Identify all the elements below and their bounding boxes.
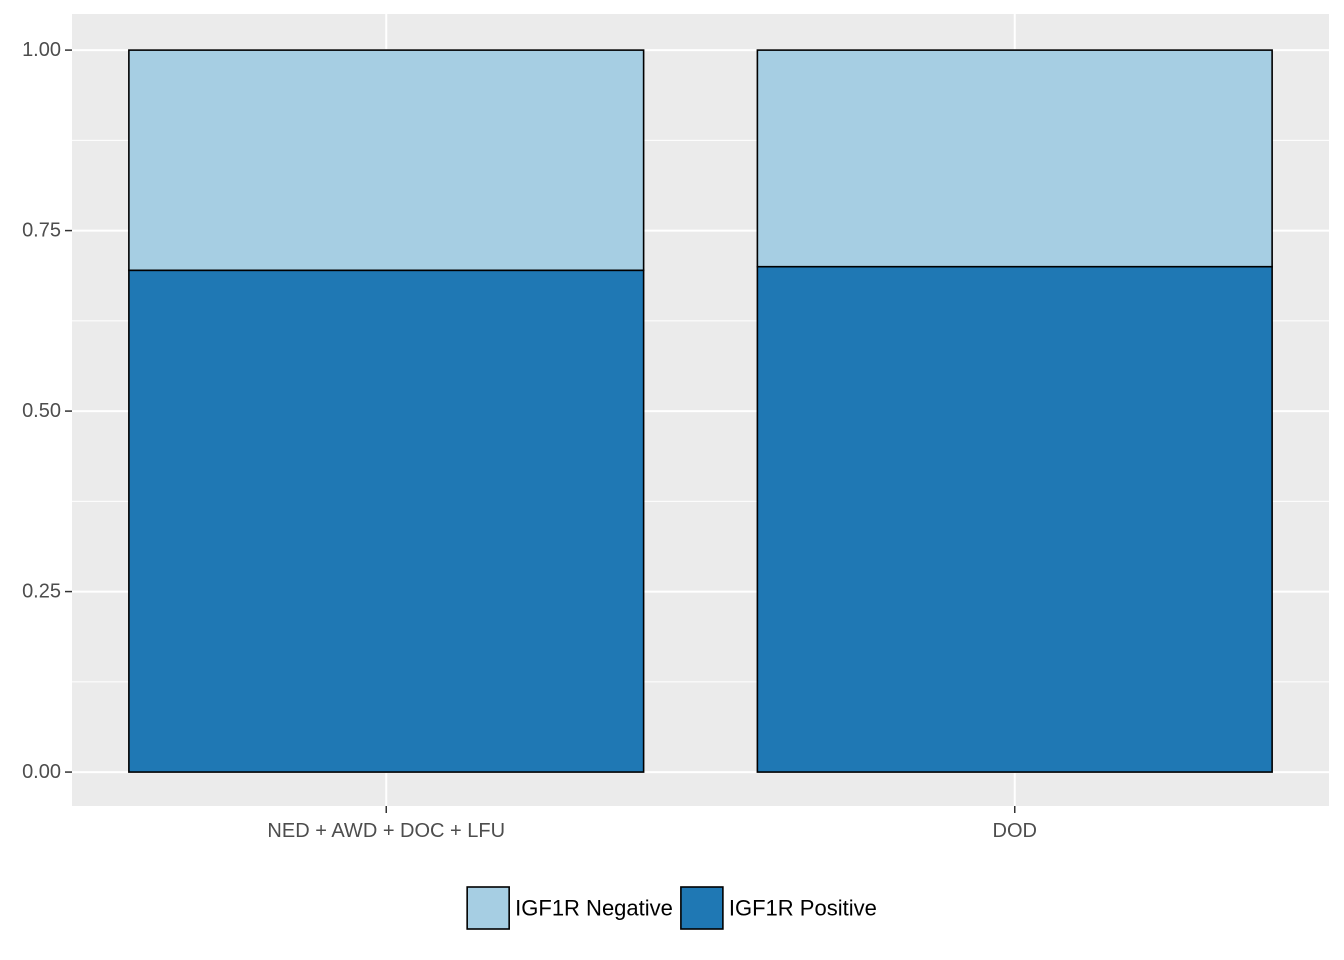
y-tick-label: 1.00 xyxy=(22,39,61,61)
legend-label: IGF1R Positive xyxy=(729,896,877,921)
y-tick-label: 0.50 xyxy=(22,400,61,422)
bar-segment-igf1r-negative-1 xyxy=(756,49,1273,268)
legend-key-igf1r-positive xyxy=(680,886,724,930)
legend: IGF1R Negative IGF1R Positive xyxy=(466,886,877,930)
legend-key-igf1r-negative xyxy=(466,886,510,930)
y-tick-label: 0.00 xyxy=(22,761,61,783)
bar-segment-igf1r-positive-0 xyxy=(128,269,645,773)
bar-segment-igf1r-positive-1 xyxy=(756,265,1273,773)
y-tick-label: 0.75 xyxy=(22,220,61,242)
x-tick-label: NED + AWD + DOC + LFU xyxy=(267,820,505,842)
x-axis: NED + AWD + DOC + LFU DOD xyxy=(267,806,1037,842)
y-axis: 0.00 0.25 0.50 0.75 1.00 xyxy=(22,39,72,783)
legend-label: IGF1R Negative xyxy=(515,896,673,921)
bars xyxy=(128,49,1273,773)
x-tick-label: DOD xyxy=(993,820,1037,842)
y-tick-label: 0.25 xyxy=(22,581,61,603)
bar-segment-igf1r-negative-0 xyxy=(128,49,645,272)
